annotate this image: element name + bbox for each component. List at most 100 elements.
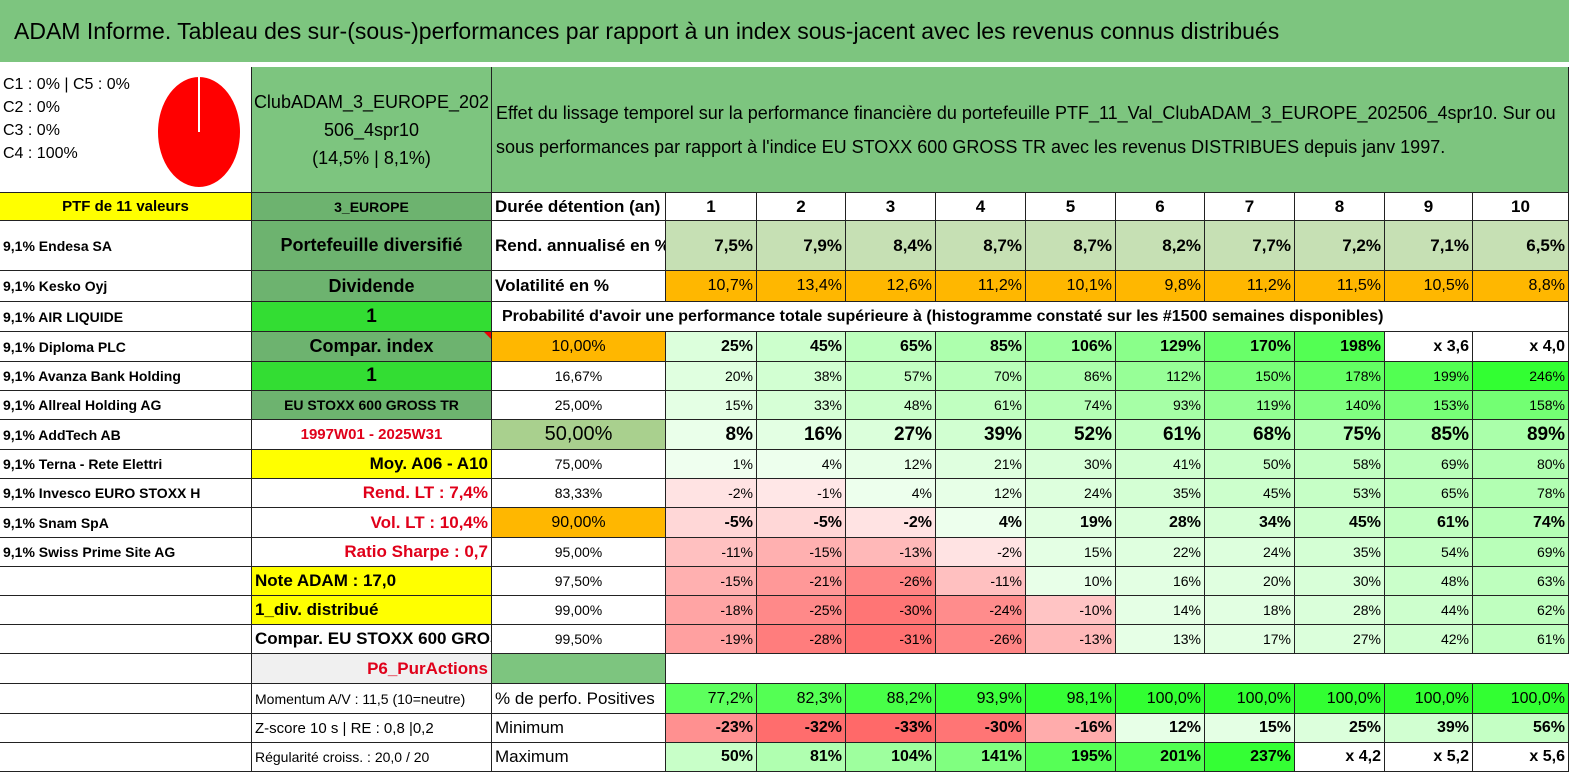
quantile-value: 78% [1473,479,1569,508]
quantile-value: -15% [666,567,757,596]
quantile-level: 25,00% [492,391,666,420]
quantile-value: 80% [1473,450,1569,479]
holding-row: 9,1% AddTech AB [0,420,252,450]
positives-value: 100,0% [1473,684,1569,714]
quantile-value: 4% [846,479,936,508]
empty-cell [0,654,252,684]
quantile-value: 75% [1295,420,1385,450]
quantile-value: 129% [1116,332,1205,362]
year-header: 10 [1473,193,1569,221]
quantile-value: 70% [936,362,1026,391]
quantile-value: -24% [936,596,1026,625]
info-cell: Z-score 10 s | RE : 0,8 |0,2 [252,714,492,743]
quantile-value: -18% [666,596,757,625]
year-header: 5 [1026,193,1116,221]
vol-value: 10,7% [666,271,757,302]
quantile-value: -11% [666,538,757,567]
year-header: 6 [1116,193,1205,221]
positives-value: 93,9% [936,684,1026,714]
quantile-value: 35% [1116,479,1205,508]
quantile-value: 12% [936,479,1026,508]
quantile-value: 27% [846,420,936,450]
positives-label: % de perfo. Positives [492,684,666,714]
maximum-value: 237% [1205,743,1295,772]
empty-cell [0,743,252,772]
quantile-value: 45% [757,332,846,362]
quantile-value: 38% [757,362,846,391]
quantile-value: 1% [666,450,757,479]
quantile-value: x 4,0 [1473,332,1569,362]
quantile-value: -28% [757,625,846,654]
quantile-value: 53% [1295,479,1385,508]
info-cell: Note ADAM : 17,0 [252,567,492,596]
positives-value: 100,0% [1116,684,1205,714]
minimum-value: -32% [757,714,846,743]
quantile-value: 30% [1295,567,1385,596]
quantile-value: 74% [1026,391,1116,420]
quantile-value: -13% [846,538,936,567]
quantile-level: 90,00% [492,508,666,538]
quantile-value: 158% [1473,391,1569,420]
quantile-value: -19% [666,625,757,654]
return-value: 7,2% [1295,221,1385,271]
maximum-value: 81% [757,743,846,772]
info-cell: Compar. EU STOXX 600 GROSS TI [252,625,492,654]
quantile-value: 16% [757,420,846,450]
info-cell: Portefeuille diversifié [252,221,492,271]
quantile-value: 54% [1385,538,1473,567]
quantile-value: 19% [1026,508,1116,538]
quantile-value: -30% [846,596,936,625]
maximum-value: x 4,2 [1295,743,1385,772]
minimum-value: 39% [1385,714,1473,743]
holding-row: 9,1% Terna - Rete Elettri [0,450,252,479]
allocation-legend: C1 : 0% | C5 : 0% C2 : 0% C3 : 0% C4 : 1… [3,73,130,165]
return-value: 7,9% [757,221,846,271]
maximum-value: 201% [1116,743,1205,772]
positives-value: 100,0% [1295,684,1385,714]
quantile-value: 74% [1473,508,1569,538]
quantile-value: 178% [1295,362,1385,391]
quantile-value: 61% [936,391,1026,420]
quantile-value: 4% [757,450,846,479]
quantile-value: -1% [757,479,846,508]
vol-value: 11,5% [1295,271,1385,302]
empty-cell [0,625,252,654]
info-cell: Rend. LT : 7,4% [252,479,492,508]
quantile-value: 8% [666,420,757,450]
vol-value: 11,2% [936,271,1026,302]
info-cell: Régularité croiss. : 20,0 / 20 [252,743,492,772]
quantile-value: 112% [1116,362,1205,391]
quantile-value: 89% [1473,420,1569,450]
quantile-value: 28% [1116,508,1205,538]
quantile-level: 16,67% [492,362,666,391]
quantile-value: 25% [666,332,757,362]
info-cell: Momentum A/V : 11,5 (10=neutre) [252,684,492,714]
quantile-value: -26% [846,567,936,596]
quantile-value: 10% [1026,567,1116,596]
quantile-value: 48% [1385,567,1473,596]
quantile-value: 62% [1473,596,1569,625]
quantile-level: 50,00% [492,420,666,450]
holding-row: 9,1% Avanza Bank Holding [0,362,252,391]
quantile-value: 69% [1385,450,1473,479]
quantile-value: 48% [846,391,936,420]
minimum-value: 12% [1116,714,1205,743]
year-header: 9 [1385,193,1473,221]
empty-cell [0,567,252,596]
quantile-value: 198% [1295,332,1385,362]
quantile-level: 95,00% [492,538,666,567]
maximum-value: 141% [936,743,1026,772]
quantile-value: 63% [1473,567,1569,596]
vol-value: 10,5% [1385,271,1473,302]
holding-row: 9,1% Invesco EURO STOXX H [0,479,252,508]
maximum-label: Maximum [492,743,666,772]
maximum-value: x 5,6 [1473,743,1569,772]
duration-label: Durée détention (an) [492,193,666,221]
vol-value: 11,2% [1205,271,1295,302]
quantile-value: 119% [1205,391,1295,420]
quantile-value: 33% [757,391,846,420]
info-cell: Compar. index [252,332,492,362]
holding-row: 9,1% Endesa SA [0,221,252,271]
quantile-value: 15% [1026,538,1116,567]
